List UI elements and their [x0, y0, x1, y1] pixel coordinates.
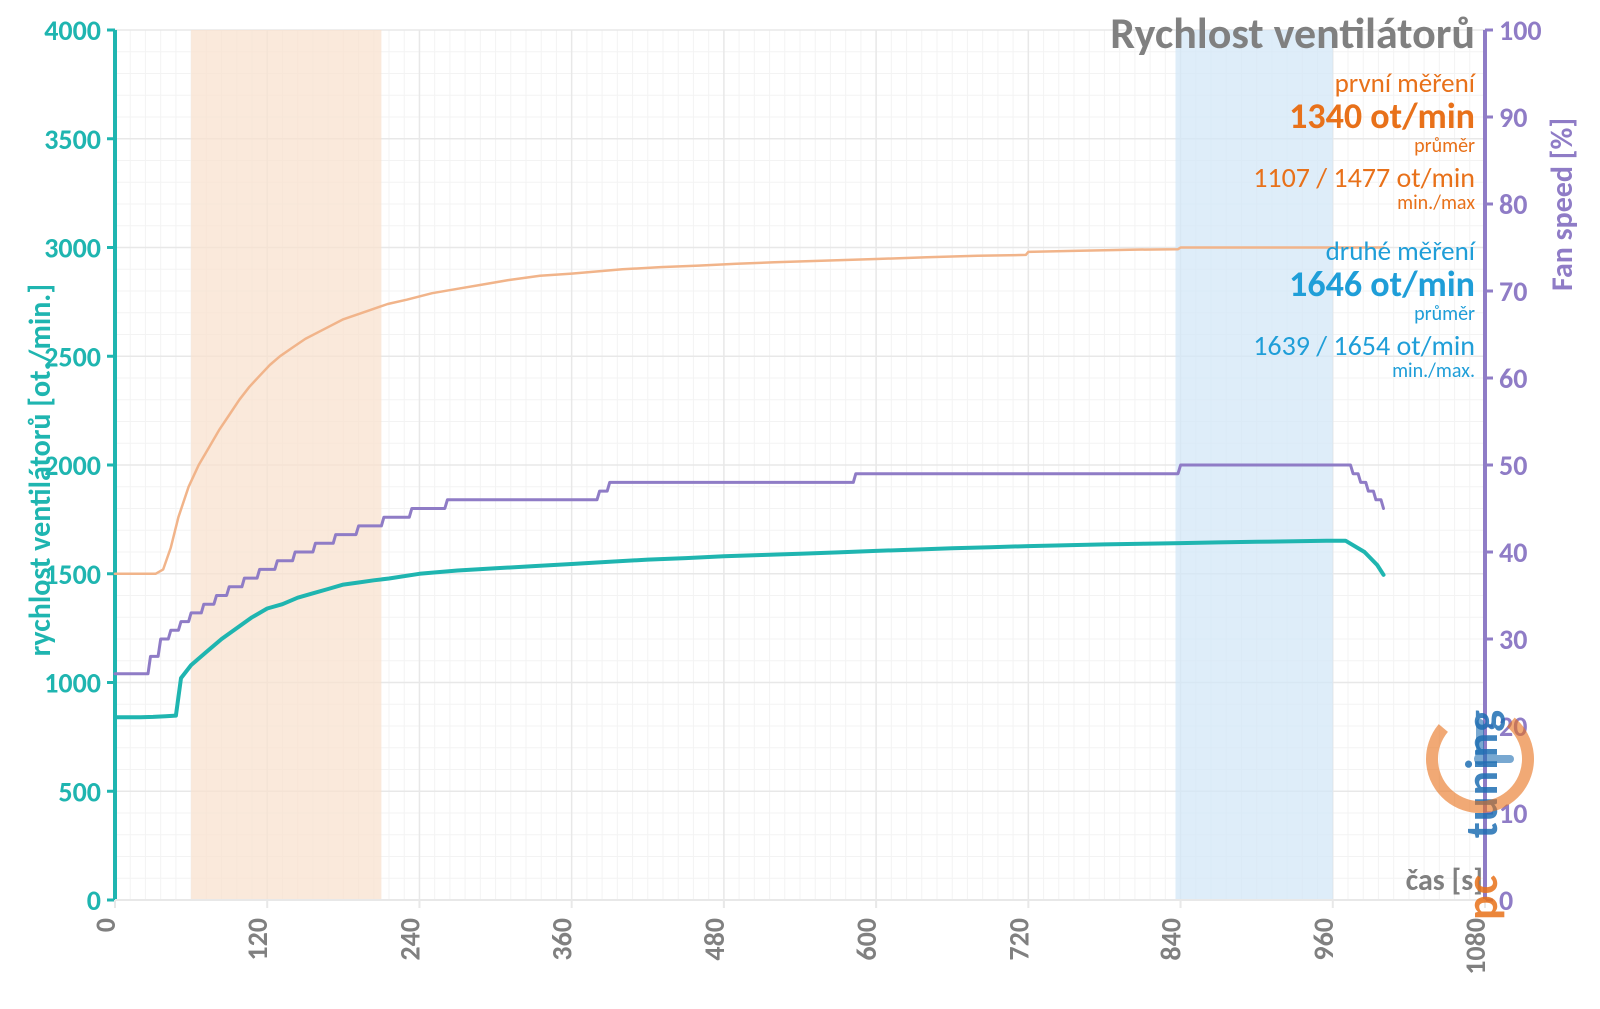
- y-left-axis-label: rychlost ventilátorů [ot./min.]: [22, 284, 59, 656]
- y-right-tick-label: 100: [1499, 13, 1542, 48]
- x-tick-label: 360: [545, 918, 580, 961]
- y-right-tick-label: 90: [1499, 100, 1527, 135]
- legend-first-minmax: 1107 / 1477 ot/min: [1253, 163, 1475, 192]
- legend-second: druhé měření 1646 ot/min průměr 1639 / 1…: [1253, 238, 1475, 382]
- chart-title: Rychlost ventilátorů: [1110, 6, 1475, 60]
- legend-second-minmax: 1639 / 1654 ot/min: [1253, 331, 1475, 360]
- y-left-tick-label: 500: [58, 774, 101, 809]
- y-right-tick-label: 40: [1499, 535, 1527, 570]
- x-tick-label: 1080: [1458, 918, 1493, 975]
- chart-container: 0500100015002000250030003500400001020304…: [0, 0, 1600, 1009]
- x-tick-label: 840: [1154, 918, 1189, 961]
- y-left-tick-label: 3000: [44, 231, 101, 266]
- y-left-tick-label: 1000: [44, 666, 101, 701]
- y-right-axis-label: Fan speed [%]: [1544, 118, 1581, 291]
- legend-first: první měření 1340 ot/min průměr 1107 / 1…: [1253, 70, 1475, 214]
- y-left-tick-label: 0: [87, 883, 101, 918]
- x-tick-label: 960: [1306, 918, 1341, 961]
- x-tick-label: 120: [240, 918, 275, 961]
- legend-first-avg: 1340 ot/min: [1253, 98, 1475, 136]
- legend-second-avg-label: průměr: [1253, 304, 1475, 325]
- x-tick-label: 480: [697, 918, 732, 961]
- band-first: [191, 30, 381, 900]
- y-left-tick-label: 3500: [44, 122, 101, 157]
- legend-first-minmax-label: min./max: [1253, 193, 1475, 214]
- x-axis-label: čas [s]: [1406, 862, 1483, 899]
- legend-second-minmax-label: min./max.: [1253, 361, 1475, 382]
- legend-first-avg-label: průměr: [1253, 136, 1475, 157]
- x-tick-label: 600: [849, 918, 884, 961]
- legend-second-avg: 1646 ot/min: [1253, 266, 1475, 304]
- x-tick-label: 240: [392, 918, 427, 961]
- y-right-tick-label: 0: [1499, 883, 1513, 918]
- y-right-tick-label: 50: [1499, 448, 1527, 483]
- y-left-tick-label: 4000: [44, 13, 101, 48]
- x-tick-label: 0: [88, 918, 123, 932]
- x-tick-label: 720: [1001, 918, 1036, 961]
- y-right-tick-label: 30: [1499, 622, 1527, 657]
- y-right-tick-label: 70: [1499, 274, 1527, 309]
- watermark-clock-icon: [1420, 699, 1540, 819]
- y-right-tick-label: 80: [1499, 187, 1527, 222]
- y-right-tick-label: 60: [1499, 361, 1527, 396]
